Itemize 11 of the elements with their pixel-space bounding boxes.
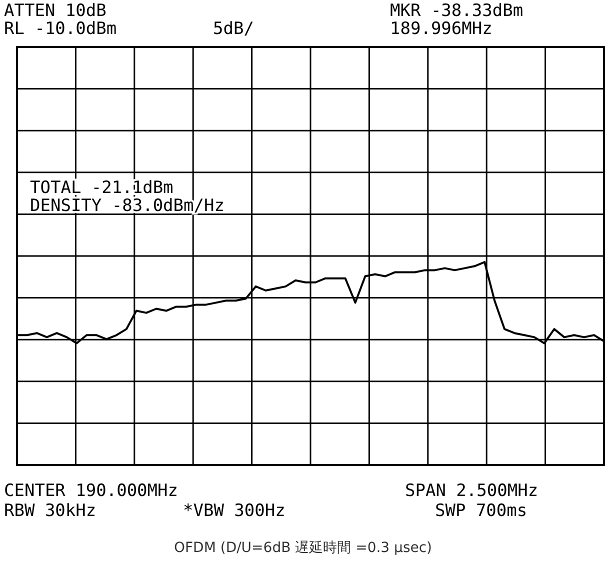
- text: *VBW 300Hz: [183, 501, 286, 521]
- text: CENTER 190.000MHz: [4, 481, 178, 501]
- text: ATTEN 10dB: [4, 1, 106, 21]
- text: SWP 700ms: [435, 501, 528, 521]
- text: 5dB/: [213, 19, 254, 39]
- text: RBW 30kHz: [4, 501, 96, 521]
- text: OFDM (D/U=6dB 遅延時間 =0.3 μsec): [174, 540, 432, 556]
- text: RL -10.0dBm: [4, 19, 117, 39]
- text: 189.996MHz: [390, 19, 492, 39]
- text: MKR -38.33dBm: [390, 1, 524, 21]
- text: SPAN 2.500MHz: [405, 481, 538, 501]
